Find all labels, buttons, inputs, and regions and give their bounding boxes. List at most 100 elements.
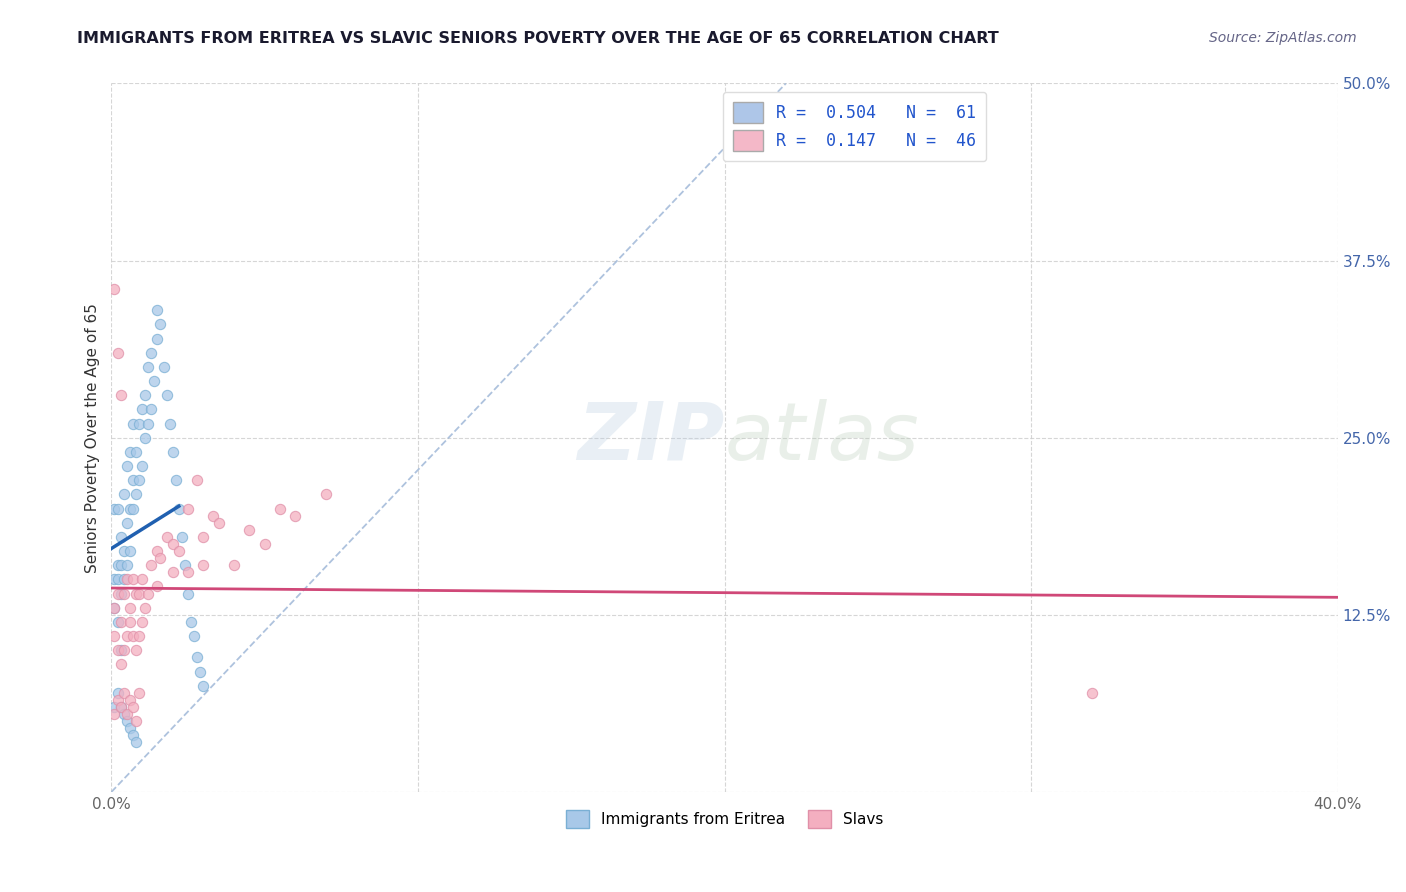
Point	[118, 600, 141, 615]
Point	[107, 693, 129, 707]
Point	[112, 643, 135, 657]
Point	[107, 686, 129, 700]
Point	[315, 487, 337, 501]
Point	[107, 615, 129, 629]
Point	[188, 665, 211, 679]
Point	[177, 566, 200, 580]
Point	[103, 573, 125, 587]
Point	[174, 558, 197, 573]
Point	[201, 508, 224, 523]
Point	[107, 501, 129, 516]
Point	[131, 458, 153, 473]
Point	[103, 706, 125, 721]
Point	[238, 523, 260, 537]
Point	[112, 573, 135, 587]
Point	[167, 501, 190, 516]
Point	[112, 706, 135, 721]
Point	[122, 700, 145, 714]
Point	[134, 388, 156, 402]
Point	[170, 530, 193, 544]
Point	[110, 615, 132, 629]
Point	[162, 445, 184, 459]
Point	[183, 629, 205, 643]
Point	[118, 615, 141, 629]
Text: ZIP: ZIP	[576, 399, 724, 476]
Point	[253, 537, 276, 551]
Point	[128, 629, 150, 643]
Point	[115, 458, 138, 473]
Point	[180, 615, 202, 629]
Point	[110, 700, 132, 714]
Point	[122, 573, 145, 587]
Point	[141, 345, 163, 359]
Point	[159, 417, 181, 431]
Point	[141, 558, 163, 573]
Point	[122, 629, 145, 643]
Point	[134, 600, 156, 615]
Point	[136, 586, 159, 600]
Point	[165, 473, 187, 487]
Point	[193, 558, 215, 573]
Point	[118, 693, 141, 707]
Point	[118, 445, 141, 459]
Point	[110, 558, 132, 573]
Point	[186, 650, 208, 665]
Point	[208, 516, 231, 530]
Point	[118, 501, 141, 516]
Point	[155, 388, 177, 402]
Point	[112, 487, 135, 501]
Point	[112, 686, 135, 700]
Point	[128, 686, 150, 700]
Point	[110, 388, 132, 402]
Point	[110, 586, 132, 600]
Point	[118, 721, 141, 735]
Point	[167, 544, 190, 558]
Point	[103, 501, 125, 516]
Point	[193, 679, 215, 693]
Point	[125, 487, 148, 501]
Point	[143, 374, 166, 388]
Point	[177, 501, 200, 516]
Point	[131, 402, 153, 417]
Point	[284, 508, 307, 523]
Point	[155, 530, 177, 544]
Point	[162, 566, 184, 580]
Y-axis label: Seniors Poverty Over the Age of 65: Seniors Poverty Over the Age of 65	[86, 302, 100, 573]
Point	[134, 431, 156, 445]
Point	[122, 501, 145, 516]
Point	[146, 579, 169, 593]
Point	[269, 501, 291, 516]
Point	[125, 445, 148, 459]
Point	[146, 331, 169, 345]
Point	[146, 303, 169, 318]
Point	[103, 700, 125, 714]
Point	[128, 417, 150, 431]
Point	[125, 586, 148, 600]
Point	[107, 573, 129, 587]
Point	[107, 558, 129, 573]
Point	[136, 359, 159, 374]
Point	[149, 318, 172, 332]
Point	[177, 586, 200, 600]
Point	[118, 544, 141, 558]
Point	[115, 706, 138, 721]
Point	[146, 544, 169, 558]
Point	[103, 282, 125, 296]
Point	[103, 600, 125, 615]
Point	[112, 544, 135, 558]
Point	[128, 586, 150, 600]
Point	[125, 714, 148, 728]
Point	[125, 643, 148, 657]
Text: IMMIGRANTS FROM ERITREA VS SLAVIC SENIORS POVERTY OVER THE AGE OF 65 CORRELATION: IMMIGRANTS FROM ERITREA VS SLAVIC SENIOR…	[77, 31, 1000, 46]
Point	[115, 516, 138, 530]
Point	[122, 473, 145, 487]
Point	[122, 728, 145, 742]
Point	[152, 359, 174, 374]
Point	[110, 643, 132, 657]
Point	[110, 530, 132, 544]
Point	[103, 600, 125, 615]
Point	[128, 473, 150, 487]
Point	[162, 537, 184, 551]
Point	[222, 558, 245, 573]
Point	[131, 573, 153, 587]
